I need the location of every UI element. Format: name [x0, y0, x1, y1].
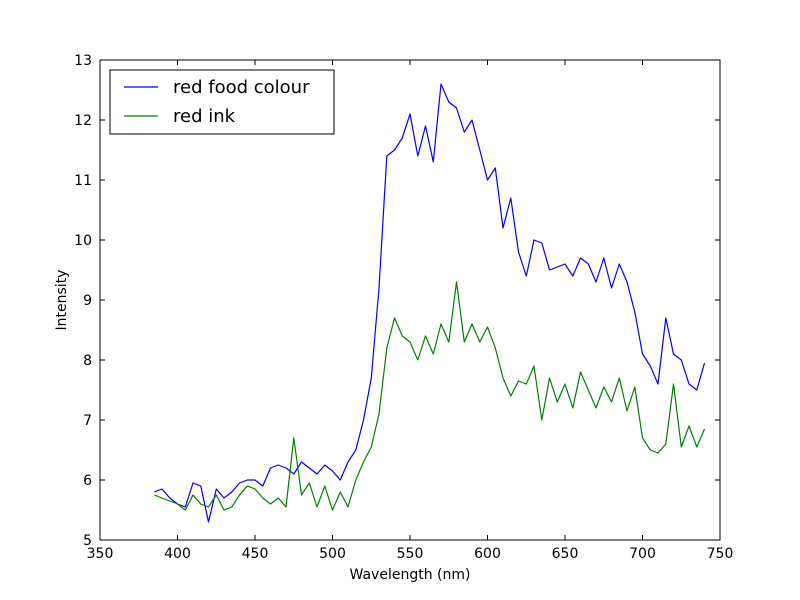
y-tick-label: 11: [74, 173, 92, 189]
x-tick-label: 600: [474, 546, 501, 562]
series-line-red-ink: [154, 281, 706, 511]
y-tick-label: 9: [83, 293, 92, 309]
x-tick-label: 700: [629, 546, 656, 562]
y-tick-label: 10: [74, 233, 92, 249]
x-tick-label: 400: [164, 546, 191, 562]
legend-box: [109, 69, 335, 135]
legend-label-red-ink: red ink: [173, 106, 236, 127]
y-axis-label: Intensity: [54, 270, 70, 331]
plot-background: [100, 60, 720, 540]
y-tick-label: 5: [83, 533, 92, 549]
y-tick-label: 8: [83, 353, 92, 369]
y-tick-label: 6: [83, 473, 92, 489]
x-axis-label: Wavelength (nm): [350, 567, 471, 583]
y-tick-label: 12: [74, 113, 92, 129]
y-tick-label: 13: [74, 53, 92, 69]
x-tick-label: 650: [552, 546, 579, 562]
legend-label-red-food-colour: red food colour: [173, 77, 310, 98]
x-tick-label: 350: [87, 546, 114, 562]
x-tick-label: 750: [707, 546, 734, 562]
x-tick-label: 450: [242, 546, 269, 562]
y-tick-label: 7: [83, 413, 92, 429]
x-tick-label: 500: [319, 546, 346, 562]
x-tick-label: 550: [397, 546, 424, 562]
series-line-red-food-colour: [154, 83, 706, 523]
ticks-layer: 350 400 450 500 550 600 650 700 750 5 6 7 8 9 10 11 12 13: [74, 53, 733, 562]
series-layer: [154, 83, 706, 523]
legend: red food colour red ink: [109, 69, 335, 135]
